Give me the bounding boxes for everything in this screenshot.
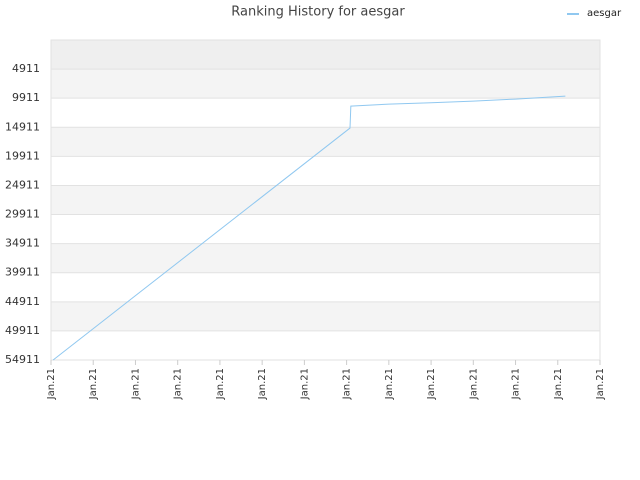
band: [51, 214, 600, 244]
x-tick-label: Jan.21: [468, 368, 479, 400]
x-tick-label: Jan.21: [46, 368, 57, 400]
x-tick-label: Jan.21: [342, 368, 353, 400]
band: [51, 127, 600, 157]
y-tick-label: 4911: [12, 62, 40, 75]
band: [51, 98, 600, 128]
y-tick-label: 34911: [5, 237, 40, 250]
x-tick-label: Jan.21: [173, 368, 184, 400]
band: [51, 301, 600, 331]
x-tick-label: Jan.21: [553, 368, 564, 400]
y-tick-label: 54911: [5, 353, 40, 366]
x-tick-label: Jan.21: [215, 368, 226, 400]
y-tick-label: 9911: [12, 91, 40, 104]
x-tick-label: Jan.21: [130, 368, 141, 400]
x-tick-label: Jan.21: [595, 368, 606, 400]
y-tick-label: 19911: [5, 149, 40, 162]
plot-border: [50, 39, 601, 361]
y-tick-label: 44911: [5, 295, 40, 308]
x-tick-label: Jan.21: [426, 368, 437, 400]
band: [51, 243, 600, 273]
line: [52, 95, 566, 361]
y-tick-label: 14911: [5, 120, 40, 133]
band: [51, 156, 600, 186]
y-tick-label: 24911: [5, 178, 40, 191]
band: [51, 272, 600, 302]
band: [51, 69, 600, 99]
x-tick-label: Jan.21: [88, 368, 99, 400]
chart-title: Ranking History for aesgar: [231, 5, 405, 20]
x-tick-label: Jan.21: [511, 368, 522, 400]
x-tick-label: Jan.21: [257, 368, 268, 400]
band: [51, 185, 600, 215]
band: [51, 40, 600, 70]
x-tick-label: Jan.21: [384, 368, 395, 400]
band: [51, 330, 600, 360]
y-tick-label: 39911: [5, 266, 40, 279]
y-tick-label: 49911: [5, 324, 40, 337]
y-tick-label: 29911: [5, 208, 40, 221]
x-tick-label: Jan.21: [299, 368, 310, 400]
legend-label: aesgar: [587, 8, 622, 19]
